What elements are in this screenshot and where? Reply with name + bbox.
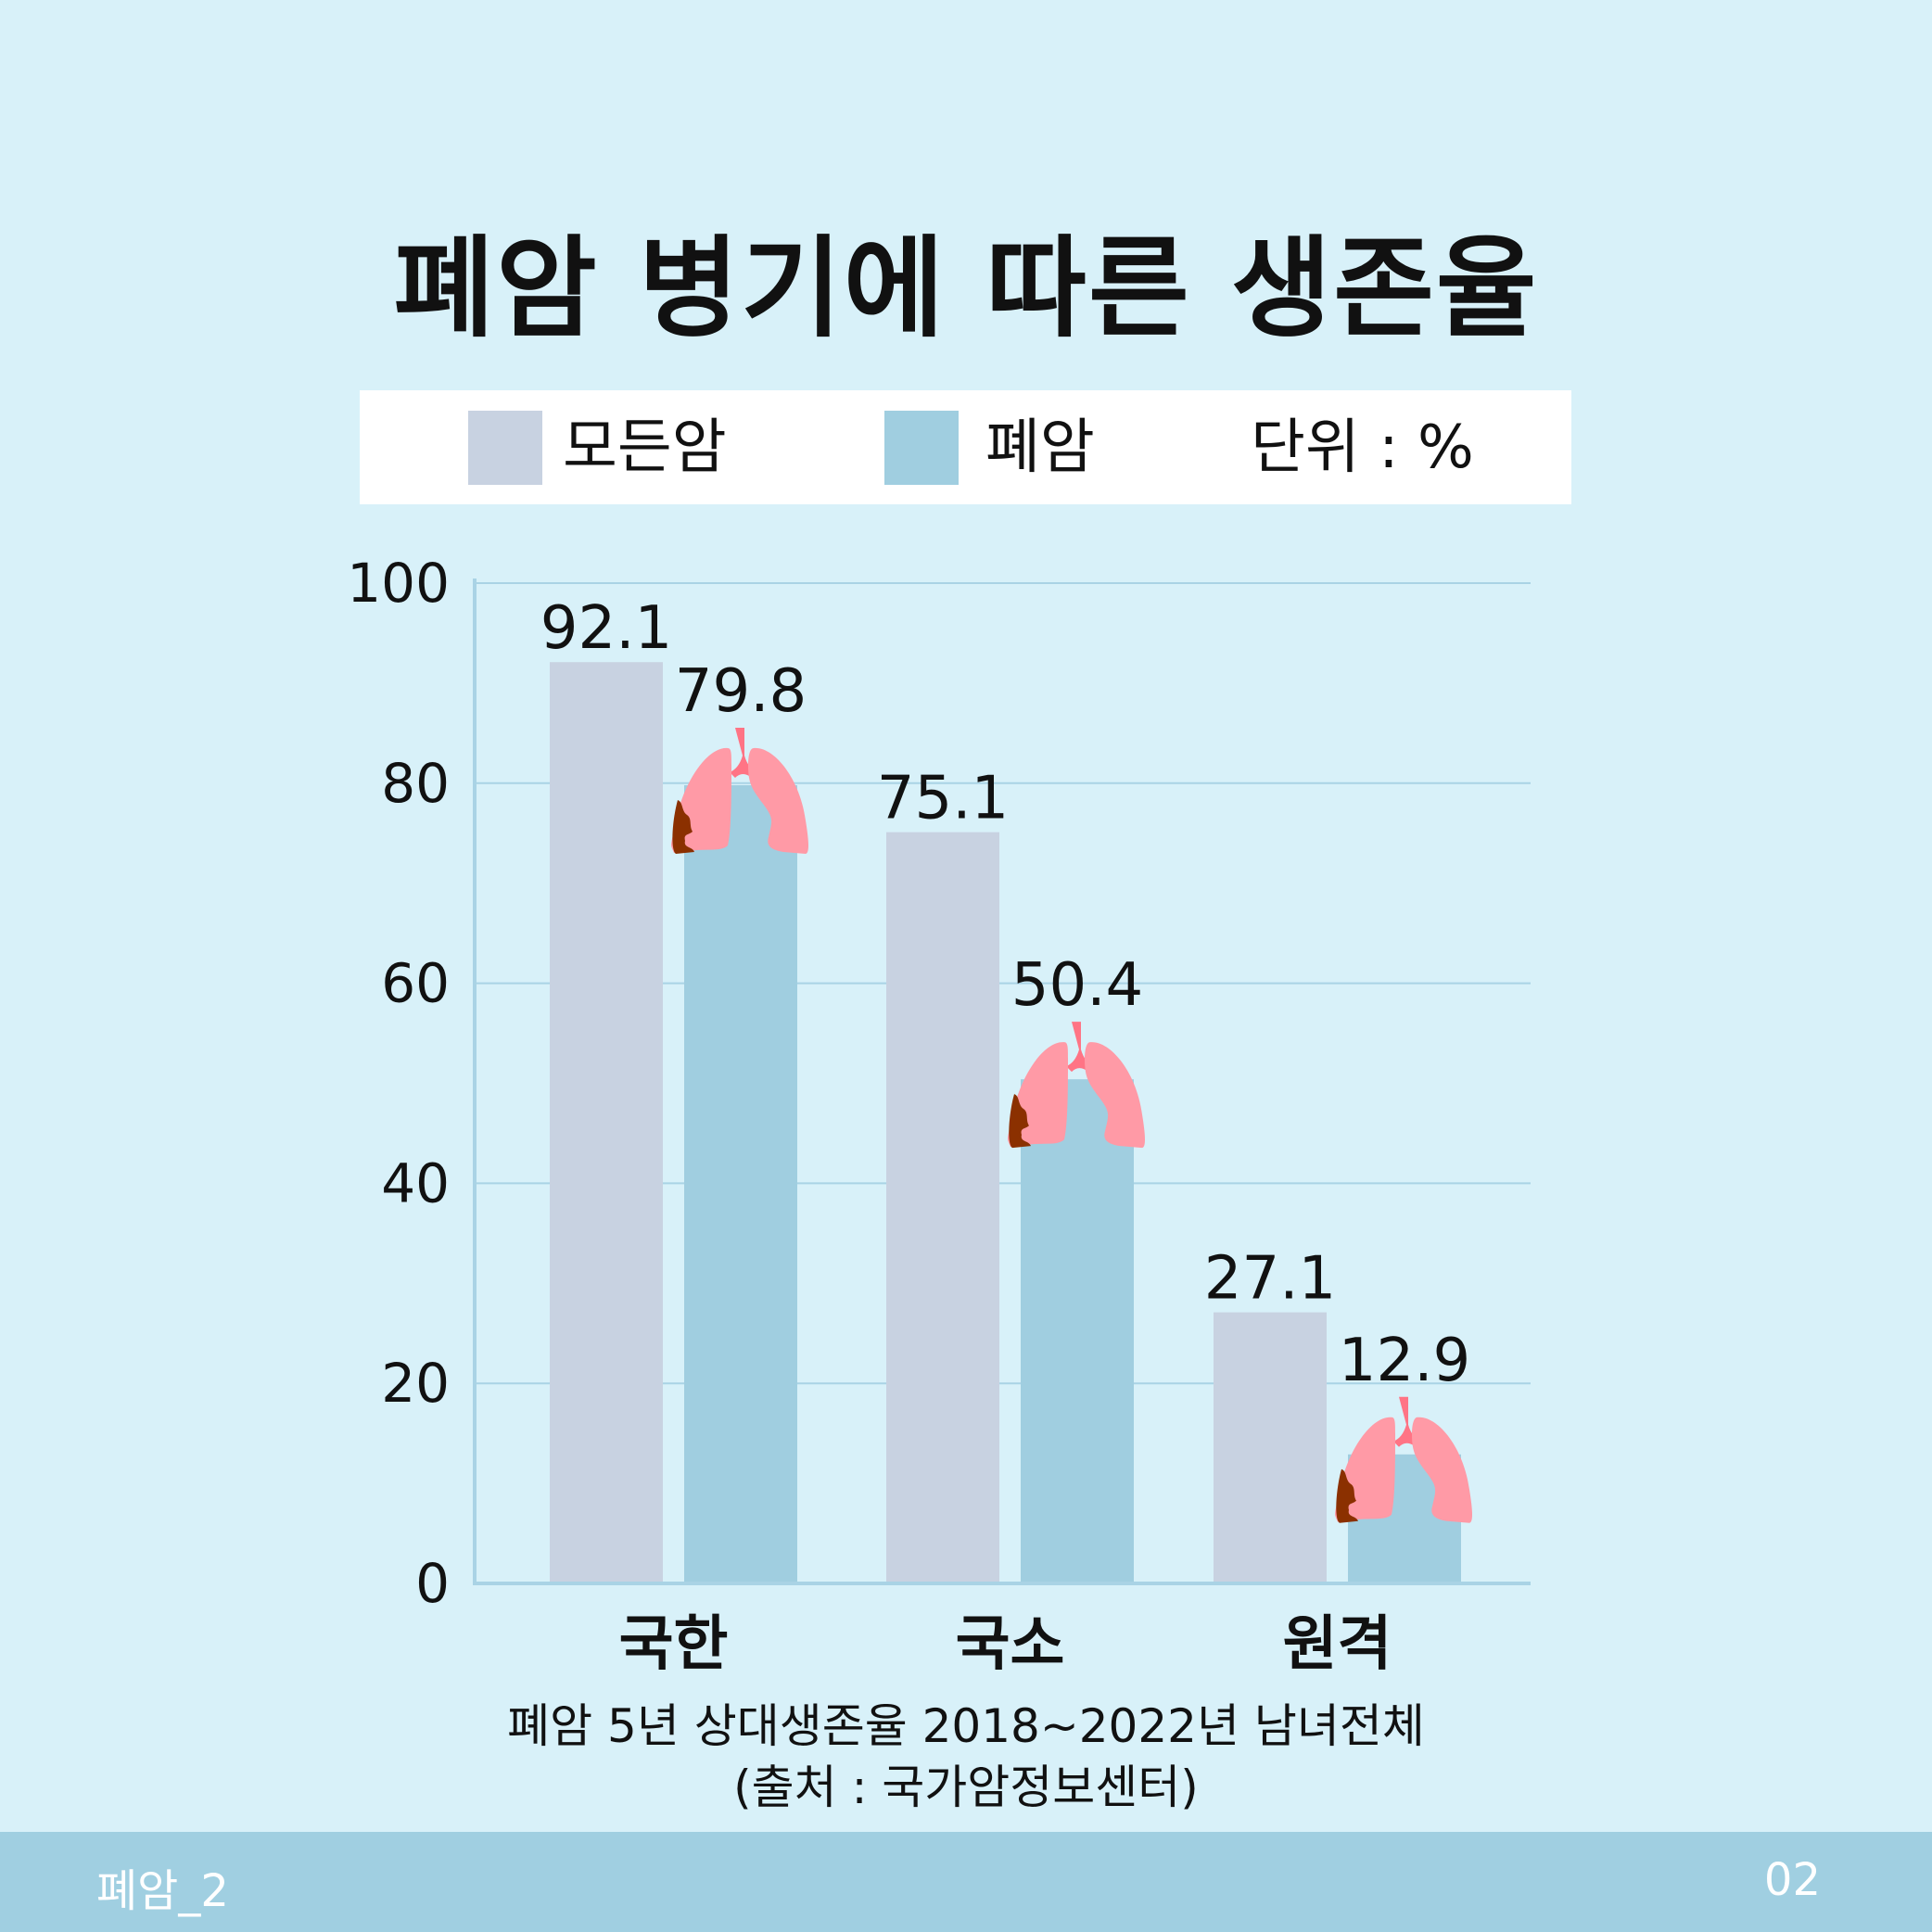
footer-left: 폐암_2 [96,1865,229,1917]
data-label: 79.8 [675,657,807,726]
legend-label-lung-cancer: 폐암 [985,413,1095,482]
data-label: 27.1 [1204,1245,1337,1314]
lungs-icon [671,727,808,854]
bar [684,784,797,1583]
y-tick-label: 60 [381,952,450,1015]
legend-swatch-all-cancer [468,411,542,485]
x-category-label: 국소 [956,1610,1065,1679]
legend: 모든암 폐암 단위 : % [360,390,1571,504]
x-category-label: 국한 [619,1610,729,1679]
y-tick-label: 100 [347,552,450,615]
bar [1021,1079,1134,1583]
lungs-icon [1335,1396,1472,1523]
legend-label-all-cancer: 모든암 [563,413,727,482]
data-label: 50.4 [1011,951,1144,1020]
chart-source: (출처 : 국가암정보센터) [733,1760,1199,1814]
x-category-label: 원격 [1283,1610,1392,1679]
bar [550,662,663,1583]
y-tick-label: 0 [415,1552,450,1615]
unit-label: 단위 : % [1251,413,1474,482]
y-tick-label: 20 [381,1352,450,1415]
data-label: 75.1 [877,765,1010,833]
lungs-icon [1008,1022,1145,1149]
y-tick-label: 40 [381,1151,450,1214]
bar [1214,1312,1327,1583]
chart-note: 폐암 5년 상대생존율 2018~2022년 남녀전체 [507,1699,1425,1753]
footer: 폐암_2 02 [0,1832,1932,1932]
legend-swatch-lung-cancer [884,411,959,485]
bar [886,832,999,1583]
data-label: 12.9 [1339,1327,1471,1395]
data-label: 92.1 [540,594,673,663]
page-title: 폐암 병기에 따른 생존율 [393,224,1539,352]
y-tick-label: 80 [381,752,450,815]
page-number: 02 [1763,1854,1821,1906]
